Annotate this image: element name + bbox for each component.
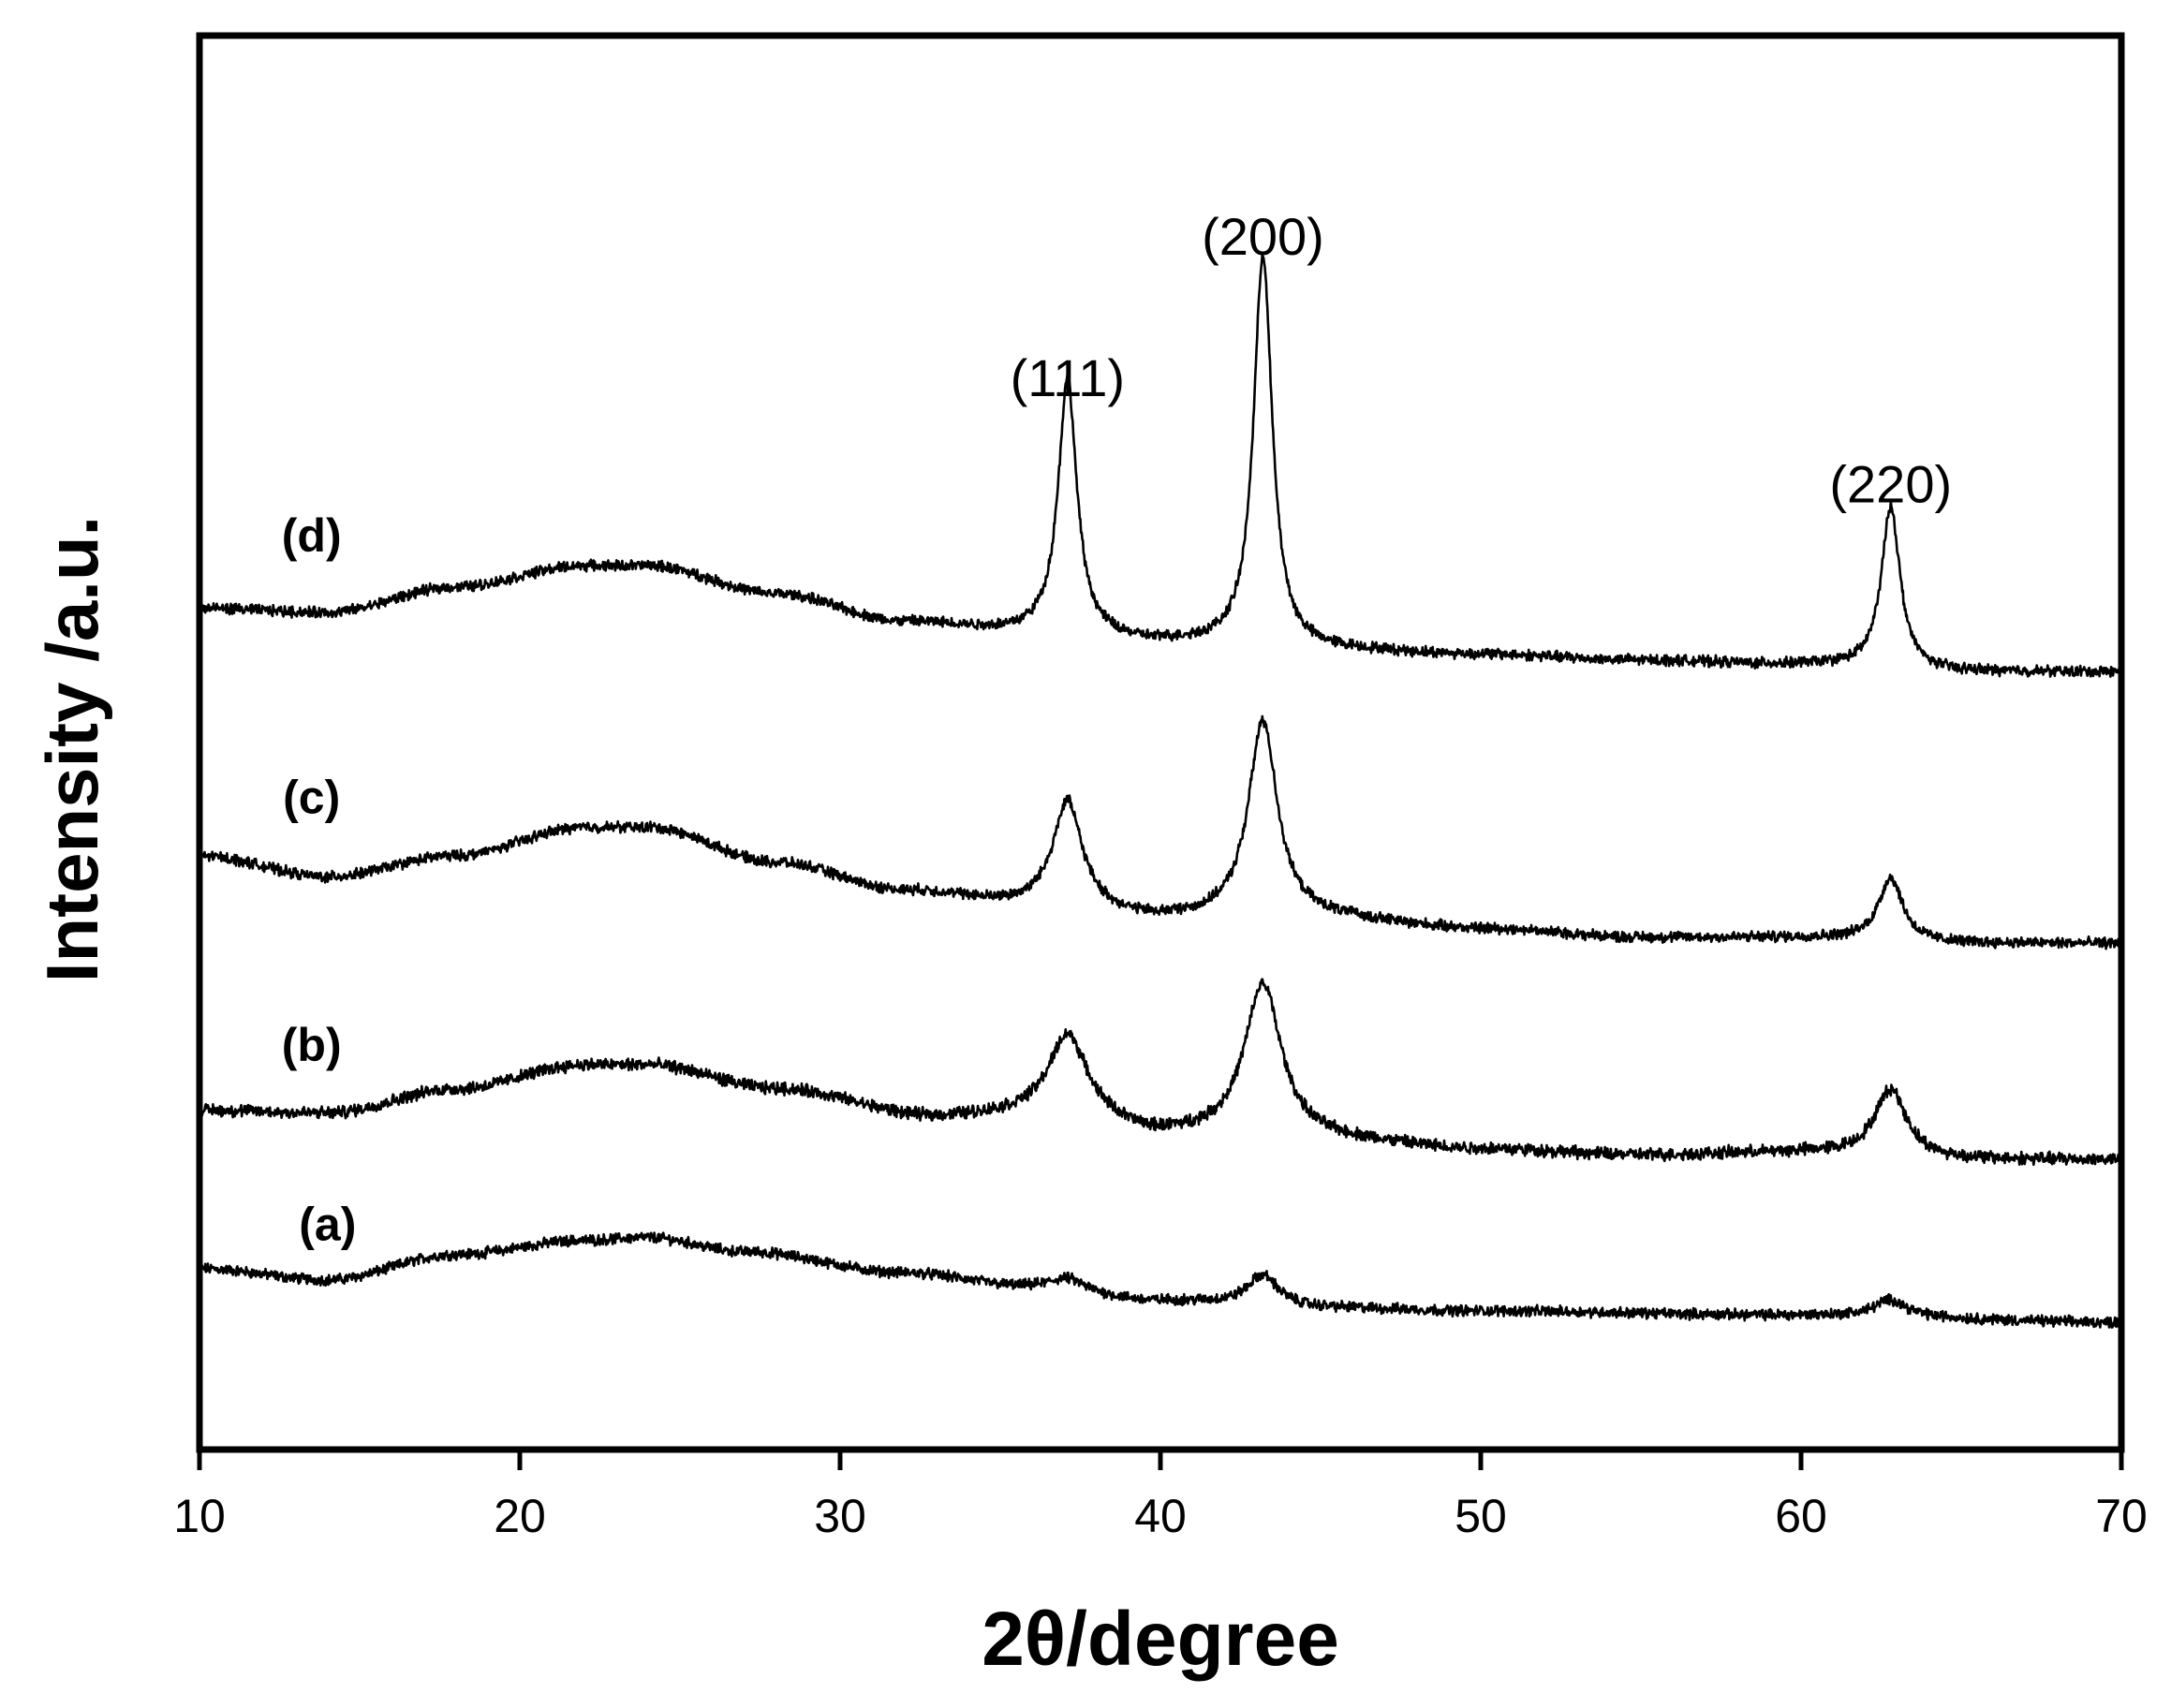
series-label: (c) [283,772,340,824]
x-tick-label: 50 [1455,1490,1507,1542]
series-label: (d) [282,509,342,562]
peak-annotation: (200) [1202,207,1324,266]
peak-annotation: (111) [1011,348,1125,407]
peak-labels: (111) (200) (220) [1011,207,1953,513]
plot-frame [196,32,2125,1453]
x-axis-ticks [197,1450,2124,1470]
x-tick-label: 70 [2095,1490,2148,1542]
x-axis-tick-labels: 10 20 30 40 50 60 70 [173,1490,2148,1542]
x-axis-title: 2θ/degree [982,1597,1339,1682]
peak-annotation: (220) [1829,454,1952,513]
series-line [198,1231,2123,1329]
x-tick-label: 30 [814,1490,866,1542]
x-tick-label: 20 [494,1490,546,1542]
series-lines [198,253,2123,1329]
x-tick-label: 40 [1134,1490,1187,1542]
series-line [198,253,2123,678]
series-labels: (a) (b) (c) (d) [282,509,357,1250]
series-label: (a) [299,1199,356,1251]
series-line [198,714,2123,950]
y-axis-title: Intensity /a.u. [31,516,113,982]
x-tick-label: 10 [173,1490,226,1542]
x-tick-label: 60 [1775,1490,1827,1542]
series-label: (b) [282,1019,342,1071]
series-line [198,978,2123,1167]
